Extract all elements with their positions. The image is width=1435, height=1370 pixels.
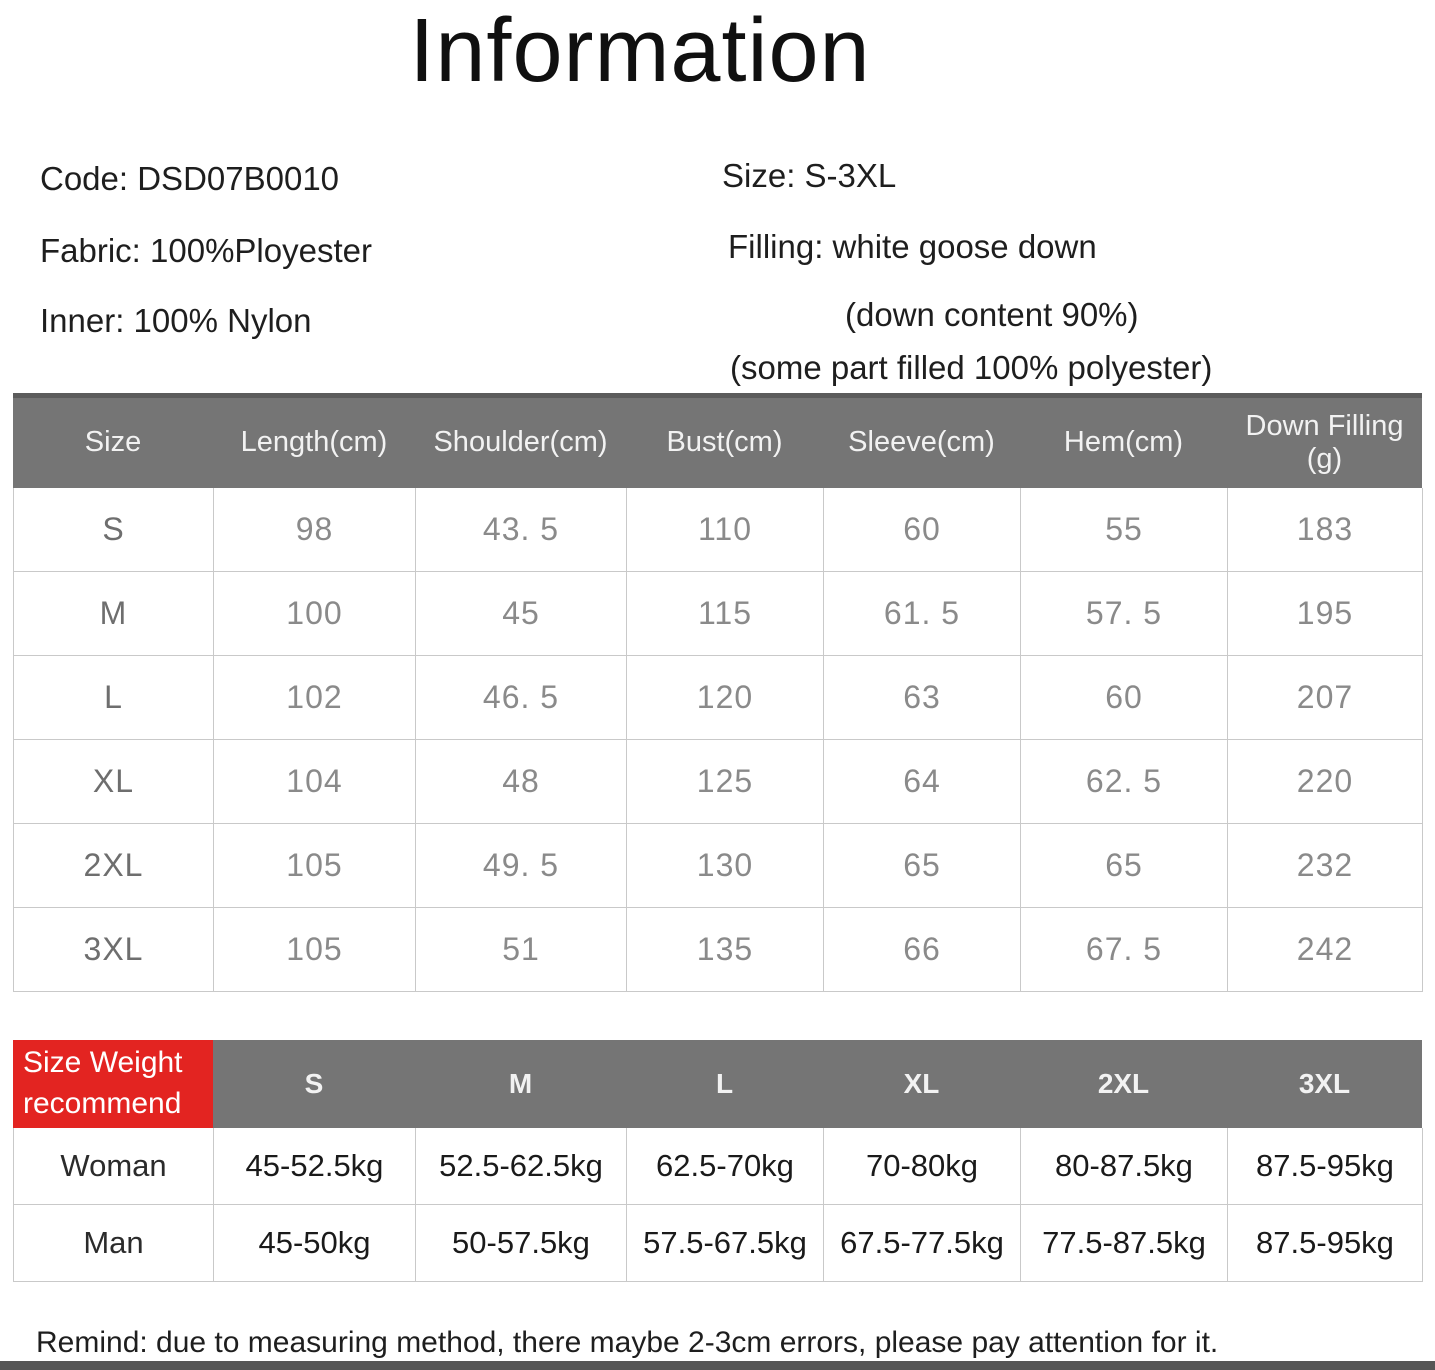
- size-table-cell: 207: [1228, 656, 1423, 740]
- weight-table-cell: 87.5-95kg: [1228, 1128, 1423, 1205]
- weight-table-cell: 50-57.5kg: [416, 1205, 627, 1282]
- weight-table-cell: 45-50kg: [214, 1205, 416, 1282]
- weight-table-cell: Woman: [14, 1128, 214, 1205]
- size-table-body: S 98 43. 5 110 60 55 183 M 100 45 115 61…: [13, 488, 1423, 992]
- weight-table-cell: Man: [14, 1205, 214, 1282]
- size-table-cell: 232: [1228, 824, 1423, 908]
- weight-table-cell: 62.5-70kg: [627, 1128, 824, 1205]
- info-line-down-content: (down content 90%): [845, 296, 1139, 333]
- size-table-row: S 98 43. 5 110 60 55 183: [14, 488, 1423, 572]
- weight-table-row: Woman 45-52.5kg 52.5-62.5kg 62.5-70kg 70…: [14, 1128, 1423, 1205]
- weight-table-corner: Size Weight recommend: [13, 1040, 213, 1128]
- size-table-cell: 43. 5: [416, 488, 627, 572]
- info-line-filling: Filling: white goose down: [728, 228, 1097, 265]
- size-table-cell: 63: [824, 656, 1021, 740]
- size-table-header: Size Length(cm) Shoulder(cm) Bust(cm) Sl…: [13, 393, 1422, 488]
- weight-table-header-cell: S: [304, 1068, 324, 1099]
- size-table-header-cell: Down Filling (g): [1245, 409, 1404, 475]
- remind-note: Remind: due to measuring method, there m…: [36, 1326, 1219, 1359]
- weight-table-cell: 87.5-95kg: [1228, 1205, 1423, 1282]
- size-table-cell: 60: [1021, 656, 1228, 740]
- weight-table-cell: 57.5-67.5kg: [627, 1205, 824, 1282]
- size-table-header-cell: Bust(cm): [666, 426, 783, 459]
- size-table-cell: 242: [1228, 908, 1423, 992]
- size-table-cell: 98: [214, 488, 416, 572]
- size-table-header-cell: Size: [84, 426, 142, 459]
- weight-table-row: Man 45-50kg 50-57.5kg 57.5-67.5kg 67.5-7…: [14, 1205, 1423, 1282]
- size-table-header-cell: Sleeve(cm): [848, 426, 995, 459]
- size-table-cell: 45: [416, 572, 627, 656]
- weight-table-cell: 80-87.5kg: [1021, 1128, 1228, 1205]
- size-table: Size Length(cm) Shoulder(cm) Bust(cm) Sl…: [13, 393, 1423, 992]
- weight-table-header-cell: XL: [903, 1068, 940, 1099]
- weight-table-header-cell: 3XL: [1298, 1068, 1351, 1099]
- size-table-cell: 48: [416, 740, 627, 824]
- size-table-row: XL 104 48 125 64 62. 5 220: [14, 740, 1423, 824]
- size-table-header-cell: Length(cm): [240, 426, 388, 459]
- weight-table-cell: 70-80kg: [824, 1128, 1021, 1205]
- size-table-cell: 125: [627, 740, 824, 824]
- size-table-cell: 220: [1228, 740, 1423, 824]
- size-table-cell: 66: [824, 908, 1021, 992]
- size-table-cell: XL: [14, 740, 214, 824]
- weight-table-header-cell: 2XL: [1097, 1068, 1150, 1099]
- size-table-cell: 2XL: [14, 824, 214, 908]
- size-table-cell: 135: [627, 908, 824, 992]
- size-table-cell: 130: [627, 824, 824, 908]
- size-table-header-cell: Hem(cm): [1063, 426, 1184, 459]
- size-table-cell: 64: [824, 740, 1021, 824]
- info-line-inner: Inner: 100% Nylon: [40, 302, 312, 339]
- size-table-cell: S: [14, 488, 214, 572]
- weight-table-header-cell: M: [508, 1068, 533, 1099]
- info-line-code: Code: DSD07B0010: [40, 160, 340, 197]
- size-table-cell: 195: [1228, 572, 1423, 656]
- size-table-cell: 51: [416, 908, 627, 992]
- weight-table-corner-line: recommend: [23, 1087, 182, 1120]
- size-table-row: 2XL 105 49. 5 130 65 65 232: [14, 824, 1423, 908]
- size-table-cell: 55: [1021, 488, 1228, 572]
- size-table-cell: 110: [627, 488, 824, 572]
- weight-table-cell: 67.5-77.5kg: [824, 1205, 1021, 1282]
- size-table-cell: 57. 5: [1021, 572, 1228, 656]
- info-line-fabric: Fabric: 100%Ployester: [40, 232, 372, 269]
- size-table-cell: 46. 5: [416, 656, 627, 740]
- size-table-cell: 62. 5: [1021, 740, 1228, 824]
- page-title: Information: [409, 1, 871, 101]
- size-table-cell: 60: [824, 488, 1021, 572]
- size-table-cell: 105: [214, 908, 416, 992]
- info-line-some-part: (some part filled 100% polyester): [730, 349, 1213, 386]
- size-table-header-cell: Shoulder(cm): [433, 426, 608, 459]
- weight-table-corner-line: Size Weight: [23, 1046, 183, 1079]
- weight-table-header-cell: L: [715, 1068, 734, 1099]
- weight-table-cell: 77.5-87.5kg: [1021, 1205, 1228, 1282]
- size-table-row: 3XL 105 51 135 66 67. 5 242: [14, 908, 1423, 992]
- weight-table-cell: 45-52.5kg: [214, 1128, 416, 1205]
- size-table-row: L 102 46. 5 120 63 60 207: [14, 656, 1423, 740]
- size-table-cell: 105: [214, 824, 416, 908]
- info-line-size: Size: S-3XL: [722, 157, 897, 194]
- weight-recommend-table: Size Weight recommend S M L XL 2XL 3XL W…: [13, 1040, 1423, 1282]
- weight-table-header: Size Weight recommend S M L XL 2XL 3XL: [13, 1040, 1422, 1128]
- size-table-cell: 49. 5: [416, 824, 627, 908]
- size-table-row: M 100 45 115 61. 5 57. 5 195: [14, 572, 1423, 656]
- weight-table-cell: 52.5-62.5kg: [416, 1128, 627, 1205]
- size-table-cell: M: [14, 572, 214, 656]
- size-table-cell: 3XL: [14, 908, 214, 992]
- size-table-cell: 120: [627, 656, 824, 740]
- size-table-cell: 104: [214, 740, 416, 824]
- size-table-cell: 115: [627, 572, 824, 656]
- size-table-cell: 102: [214, 656, 416, 740]
- size-table-cell: 65: [1021, 824, 1228, 908]
- size-table-cell: 61. 5: [824, 572, 1021, 656]
- size-table-cell: 100: [214, 572, 416, 656]
- weight-table-body: Woman 45-52.5kg 52.5-62.5kg 62.5-70kg 70…: [13, 1128, 1423, 1282]
- size-table-cell: 67. 5: [1021, 908, 1228, 992]
- bottom-divider-bar: [0, 1361, 1435, 1370]
- size-table-cell: 65: [824, 824, 1021, 908]
- size-table-cell: L: [14, 656, 214, 740]
- size-table-cell: 183: [1228, 488, 1423, 572]
